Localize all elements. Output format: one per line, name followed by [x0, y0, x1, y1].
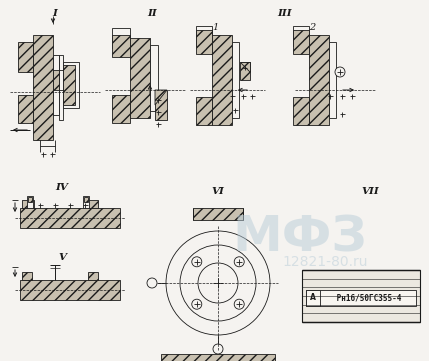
Polygon shape — [240, 62, 250, 72]
Polygon shape — [193, 208, 243, 220]
Polygon shape — [293, 30, 309, 54]
Polygon shape — [86, 200, 98, 208]
Polygon shape — [83, 196, 89, 208]
Text: III: III — [278, 9, 292, 18]
Text: I: I — [53, 9, 57, 18]
Polygon shape — [88, 272, 98, 280]
Text: Pн16/50ГC355-4: Pн16/50ГC355-4 — [332, 293, 402, 303]
Circle shape — [192, 257, 202, 267]
Text: 12821-80.ru: 12821-80.ru — [282, 255, 368, 269]
Circle shape — [335, 67, 345, 77]
Circle shape — [166, 231, 270, 335]
Circle shape — [192, 299, 202, 309]
Polygon shape — [155, 90, 167, 120]
Circle shape — [234, 299, 244, 309]
Polygon shape — [196, 97, 212, 125]
Polygon shape — [18, 95, 33, 123]
Polygon shape — [20, 208, 120, 228]
Text: 2: 2 — [309, 23, 315, 32]
Polygon shape — [112, 38, 124, 48]
Polygon shape — [150, 45, 158, 111]
Polygon shape — [240, 62, 250, 80]
Text: IV: IV — [56, 183, 69, 192]
Text: А: А — [310, 293, 316, 303]
Polygon shape — [112, 35, 130, 57]
Polygon shape — [18, 42, 33, 72]
Circle shape — [147, 278, 157, 288]
Polygon shape — [22, 272, 32, 280]
Polygon shape — [53, 55, 59, 115]
Polygon shape — [63, 65, 75, 105]
Polygon shape — [306, 290, 416, 306]
Polygon shape — [293, 36, 303, 46]
Text: II: II — [147, 9, 157, 18]
Polygon shape — [63, 62, 79, 108]
Polygon shape — [33, 35, 53, 140]
Polygon shape — [293, 26, 309, 36]
Polygon shape — [302, 270, 420, 322]
Polygon shape — [22, 200, 34, 208]
Polygon shape — [309, 35, 329, 125]
Polygon shape — [329, 42, 336, 118]
Polygon shape — [130, 38, 150, 118]
Circle shape — [198, 263, 238, 303]
Polygon shape — [212, 35, 232, 125]
Polygon shape — [306, 290, 320, 306]
Text: МФЗ: МФЗ — [233, 214, 367, 262]
Polygon shape — [20, 280, 120, 300]
Polygon shape — [59, 55, 63, 70]
Circle shape — [213, 344, 223, 354]
Polygon shape — [293, 97, 309, 125]
Polygon shape — [84, 197, 88, 202]
Polygon shape — [53, 70, 59, 90]
Polygon shape — [28, 197, 32, 202]
Text: V: V — [58, 253, 66, 262]
Text: VI: VI — [211, 187, 224, 196]
Polygon shape — [196, 26, 212, 36]
Text: VII: VII — [361, 187, 379, 196]
Polygon shape — [112, 95, 130, 123]
Polygon shape — [27, 196, 33, 208]
Polygon shape — [112, 28, 130, 38]
Polygon shape — [196, 36, 206, 46]
Circle shape — [234, 257, 244, 267]
Polygon shape — [161, 354, 275, 361]
Polygon shape — [232, 42, 239, 118]
Polygon shape — [155, 90, 167, 105]
Circle shape — [180, 245, 256, 321]
Text: 1: 1 — [212, 23, 218, 32]
Polygon shape — [196, 30, 212, 54]
Polygon shape — [59, 90, 63, 120]
